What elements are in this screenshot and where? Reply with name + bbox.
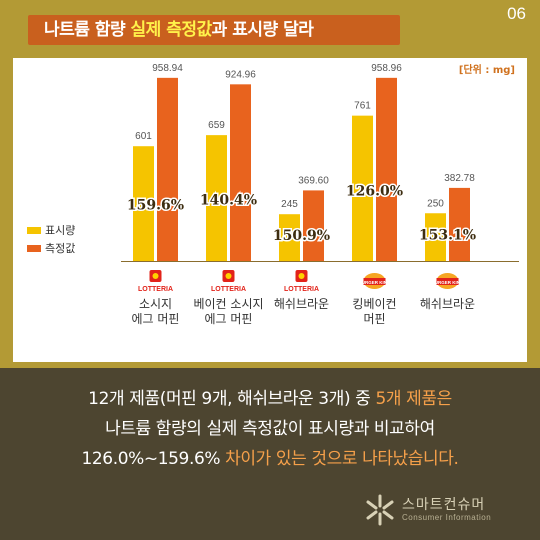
ratio-label-0: 159.6% (127, 197, 184, 213)
page-number: 06 (507, 4, 526, 23)
ratio-label-1: 140.4% (200, 192, 257, 208)
burger-king-logo-band-4 (436, 278, 459, 285)
page-title: 나트륨 함량 실제 측정값과 표시량 달라 (44, 12, 314, 48)
title-part1: 나트륨 함량 (44, 20, 131, 40)
summary-line-3: 126.0%~159.6% 차이가 있는 것으로 나타났습니다. (0, 444, 540, 474)
summary-line-1-a: 12개 제품(머핀 9개, 해쉬브라운 3개) 중 (88, 389, 376, 409)
value-label-declared-2: 245 (281, 199, 298, 210)
value-label-measured-0: 958.94 (152, 63, 183, 74)
category-label-2-0: 해쉬브라운 (274, 297, 329, 311)
lotteria-logo-dot-1 (225, 273, 232, 279)
ratio-label-3: 126.0% (346, 184, 403, 200)
category-label-1-0: 베이컨 소시지 (193, 297, 263, 311)
legend-item-declared: 표시량 (27, 221, 75, 239)
brand-label-0: LOTTERIA (138, 286, 173, 293)
bar-declared-3 (352, 115, 373, 261)
summary-section: 12개 제품(머핀 9개, 해쉬브라운 3개) 중 5개 제품은 나트륨 함량의… (0, 368, 540, 540)
summary-line-1-highlight: 5개 제품은 (375, 389, 452, 409)
title-banner: 나트륨 함량 실제 측정값과 표시량 달라 (18, 12, 418, 48)
legend-label-declared: 표시량 (45, 224, 76, 237)
lotteria-logo-dot-0 (152, 273, 159, 279)
title-bar-background (28, 15, 400, 45)
title-highlight: 실제 측정값 (130, 20, 213, 40)
bar-measured-2 (303, 190, 324, 261)
value-label-measured-2: 369.60 (298, 175, 329, 186)
chart-legend: 표시량 측정값 (27, 221, 75, 257)
bar-declared-0 (133, 146, 154, 261)
legend-item-measured: 측정값 (27, 239, 75, 257)
value-label-measured-4: 382.78 (444, 173, 475, 184)
category-label-0-1: 에그 머핀 (132, 312, 180, 326)
legend-swatch-measured (27, 244, 41, 252)
lotteria-logo-dot-2 (298, 273, 305, 279)
bar-measured-1 (230, 84, 251, 261)
sparkle-icon (366, 494, 394, 526)
value-label-declared-4: 250 (427, 198, 444, 209)
burger-king-logo-band-3 (363, 278, 386, 285)
summary-text: 12개 제품(머핀 9개, 해쉬브라운 3개) 중 5개 제품은 나트륨 함량의… (0, 384, 540, 474)
bar-declared-1 (206, 135, 227, 261)
ratio-label-4: 153.1% (419, 228, 476, 244)
brand-name: 스마트컨슈머 (402, 497, 486, 513)
brand-label-2: LOTTERIA (284, 286, 319, 293)
legend-swatch-declared (27, 226, 41, 234)
bar-measured-3 (376, 77, 397, 261)
category-label-1-1: 에그 머핀 (205, 312, 253, 326)
summary-line-3-highlight: 차이가 있는 것으로 나타났습니다. (225, 449, 459, 469)
brand-label-1: LOTTERIA (211, 286, 246, 293)
category-label-4-0: 해쉬브라운 (420, 297, 475, 311)
bar-declared-2 (279, 214, 300, 261)
category-label-3-0: 킹베이컨 (352, 297, 396, 311)
title-part3: 과 표시량 달라 (211, 20, 314, 40)
legend-label-measured: 측정값 (45, 242, 76, 255)
bar-measured-0 (157, 77, 178, 261)
ratio-label-2: 150.9% (273, 228, 330, 244)
chart-panel: [단위 : mg] 601 958.94 159.6% LOTTERIA 소시지 에그 머… (13, 58, 527, 362)
brand-label-4: BURGER KING (431, 280, 464, 285)
category-label-0-0: 소시지 (139, 297, 172, 311)
bar-declared-4 (425, 213, 446, 261)
value-label-declared-1: 659 (208, 120, 225, 131)
summary-line-2: 나트륨 함량의 실제 측정값이 표시량과 비교하여 (105, 419, 435, 439)
brand-logo: 스마트컨슈머 Consumer Information (360, 492, 520, 528)
brand-subtitle: Consumer Information (402, 513, 492, 522)
value-label-declared-0: 601 (135, 131, 152, 142)
value-label-measured-3: 958.96 (371, 63, 402, 74)
summary-line-1: 12개 제품(머핀 9개, 해쉬브라운 3개) 중 5개 제품은 (0, 384, 540, 414)
title-notch (18, 15, 28, 45)
value-label-measured-1: 924.96 (225, 69, 256, 80)
value-label-declared-3: 761 (354, 101, 371, 112)
category-label-3-1: 머핀 (363, 312, 385, 326)
unit-label: [단위 : mg] (458, 65, 515, 76)
brand-label-3: BURGER KING (358, 280, 391, 285)
bar-measured-4 (449, 187, 470, 261)
summary-line-3-a: 126.0%~159.6% (81, 449, 226, 469)
